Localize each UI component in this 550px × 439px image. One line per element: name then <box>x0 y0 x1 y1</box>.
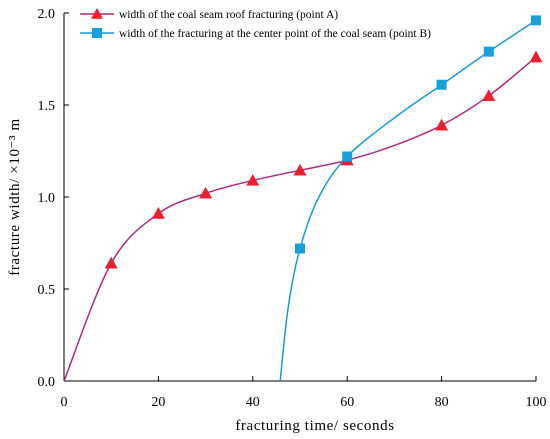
legend-marker-square <box>92 28 102 38</box>
data-point-a <box>246 173 260 186</box>
data-point-a <box>529 50 543 63</box>
y-tick-label: 0.5 <box>38 283 56 298</box>
y-tick-label: 0.0 <box>38 375 56 390</box>
data-point-a <box>199 186 213 199</box>
x-tick-label: 40 <box>246 395 260 410</box>
data-point-b <box>342 151 353 162</box>
x-tick-label: 60 <box>340 395 354 410</box>
y-tick-label: 2.0 <box>38 7 56 22</box>
data-point-b <box>295 243 305 254</box>
legend: width of the coal seam roof fracturing (… <box>80 8 431 40</box>
data-point-a <box>293 163 307 176</box>
data-point-b <box>483 46 494 57</box>
legend-marker-triangle <box>91 8 103 19</box>
data-point-a <box>435 118 449 131</box>
series-line-point-a <box>63 56 537 382</box>
data-point-b <box>436 79 447 90</box>
series-lines <box>63 19 537 382</box>
data-point-a <box>482 89 496 101</box>
legend-label-point-b: width of the fracturing at the center po… <box>119 28 431 40</box>
series-line-point-b <box>279 19 537 382</box>
x-tick-label: 20 <box>151 395 165 410</box>
y-ticks: 0.0 0.5 1.0 1.5 2.0 <box>38 7 69 390</box>
data-point-a <box>104 256 118 269</box>
x-ticks: 0 20 40 60 80 100 <box>61 376 547 410</box>
x-tick-label: 100 <box>526 395 547 410</box>
data-point-a <box>151 207 165 219</box>
plot-area: 0 20 40 60 80 100 0.0 0.5 1.0 1.5 2.0 <box>38 7 547 410</box>
data-point-b <box>531 15 541 26</box>
series-markers <box>104 15 543 269</box>
y-axis-title: fracture width/ ×10⁻³ m <box>7 118 23 276</box>
x-axis-title: fracturing time/ seconds <box>235 418 394 434</box>
x-tick-label: 80 <box>435 395 449 410</box>
legend-label-point-a: width of the coal seam roof fracturing (… <box>119 9 338 21</box>
y-tick-label: 1.0 <box>38 191 56 206</box>
y-tick-label: 1.5 <box>38 99 56 114</box>
x-tick-label: 0 <box>61 395 68 410</box>
